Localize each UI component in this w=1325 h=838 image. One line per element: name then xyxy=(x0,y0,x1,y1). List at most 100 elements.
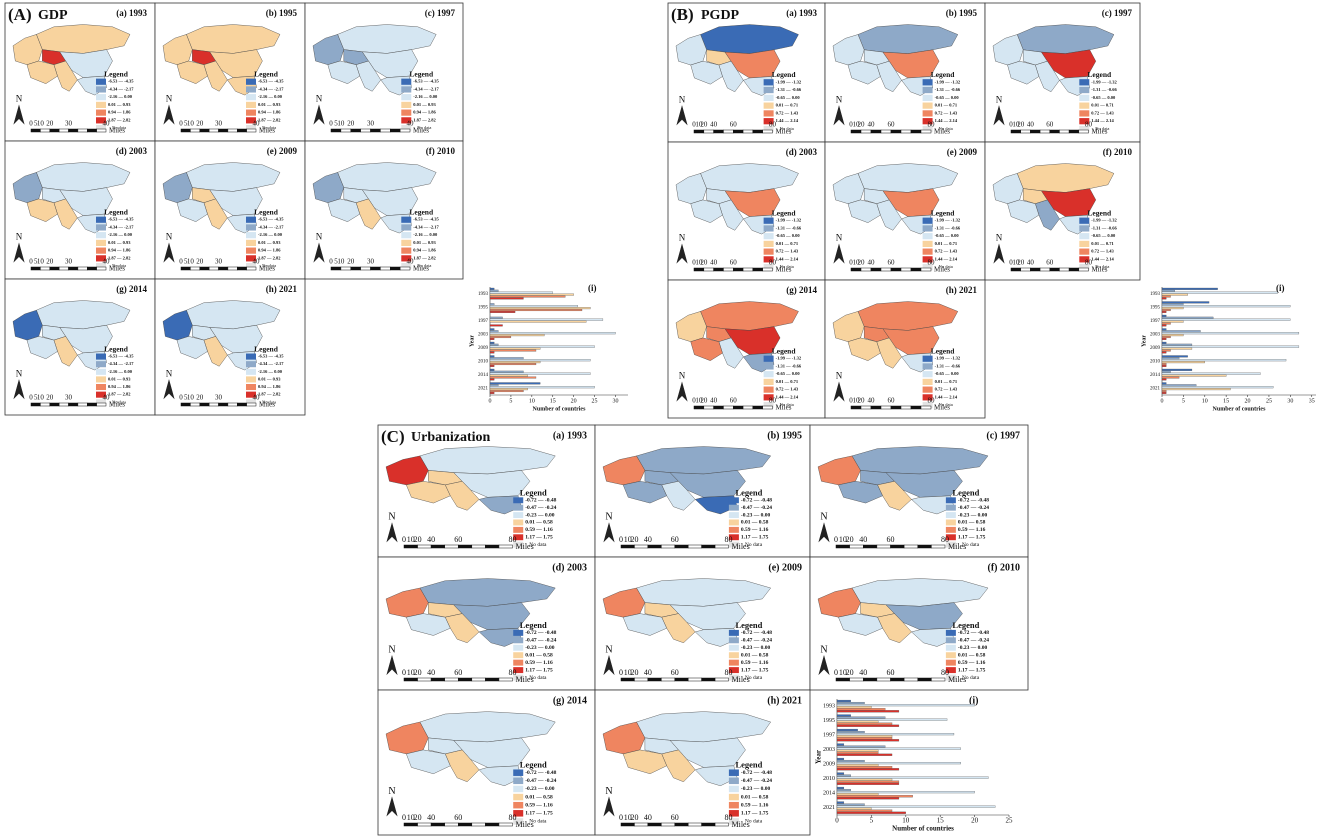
scale-label: 20 xyxy=(46,120,54,128)
bar xyxy=(836,699,851,703)
scale-label: 40 xyxy=(407,258,415,266)
bar xyxy=(836,747,961,750)
map-region xyxy=(675,311,707,342)
legend-label: -6.53 — -4.35 xyxy=(108,217,134,222)
scale-segment xyxy=(471,544,486,549)
legend-swatch xyxy=(401,86,412,93)
legend-swatch xyxy=(246,86,256,93)
scale-label: 80 xyxy=(1085,121,1093,129)
map-cell: (h) 2021 Legend-1.99 — -1.32 -1.31 — -0.66… xyxy=(824,279,986,419)
map-region xyxy=(327,198,361,222)
map-region xyxy=(1035,60,1060,93)
scale-segment xyxy=(620,544,635,549)
scale-label: 0 xyxy=(692,259,696,267)
legend-title: Legend xyxy=(772,208,797,217)
map-cell: (c) 1997 Legend-1.99 — -1.32 -1.31 — -0.66… xyxy=(984,2,1141,143)
scale-unit: Miles xyxy=(259,127,275,135)
scale-segment xyxy=(403,822,418,827)
map-region xyxy=(877,481,912,511)
map-region xyxy=(312,172,345,203)
scale-label: 40 xyxy=(253,120,261,128)
legend-label: -2.16 — 0.00 xyxy=(258,94,283,99)
legend-swatch xyxy=(96,255,106,262)
scale-segment xyxy=(498,822,513,827)
scale-label: 0 xyxy=(834,668,838,677)
map-cell: (d) 2003 Legend-1.99 — -1.32 -1.31 — -0.66… xyxy=(667,141,826,281)
scale-label: 0 xyxy=(329,120,333,128)
legend-swatch xyxy=(96,239,106,246)
legend-swatch xyxy=(945,667,956,674)
bar xyxy=(1161,334,1184,337)
legend-label: -0.65 — 0.00 xyxy=(776,233,801,238)
scale-label: 40 xyxy=(710,259,718,267)
legend-label: -0.72 — -0.48 xyxy=(741,630,772,636)
scale-label: 30 xyxy=(367,120,375,128)
map-region xyxy=(882,188,940,217)
scale-segment xyxy=(890,544,905,549)
y-tick-label: 2021 xyxy=(1150,386,1161,391)
scale-label: 10 xyxy=(853,259,861,267)
map-region xyxy=(59,324,113,354)
map-cell: (d) 2003 Legend-6.53 — -4.35 -4.34 — -2.17… xyxy=(4,140,156,280)
legend-label: 0.59 — 1.16 xyxy=(525,660,553,666)
scale-segment xyxy=(687,822,702,827)
map-region xyxy=(12,172,43,203)
legend-swatch xyxy=(513,793,524,801)
legend-swatch xyxy=(1079,125,1090,133)
north-arrow xyxy=(833,243,845,264)
legend-label: -0.47 — -0.24 xyxy=(741,505,772,511)
y-tick-label: 2021 xyxy=(478,386,489,391)
scale-segment xyxy=(910,405,922,410)
map-region xyxy=(59,49,113,78)
legend-swatch xyxy=(513,541,524,548)
scale-segment xyxy=(190,402,200,407)
scale-unit: Miles xyxy=(934,266,950,274)
legend-swatch xyxy=(922,248,933,255)
bar xyxy=(1161,291,1278,294)
legend-label: 1.87 — 2.82 xyxy=(413,255,436,260)
north-arrow xyxy=(833,105,845,126)
bar xyxy=(836,786,845,790)
scale-segment xyxy=(208,266,219,271)
scale-label: 0 xyxy=(834,535,838,544)
legend-swatch xyxy=(728,801,739,809)
bar xyxy=(1161,336,1171,339)
y-tick-label: 1995 xyxy=(1150,305,1161,310)
legend-label: -6.53 — -4.35 xyxy=(413,217,439,222)
scale-label: 10 xyxy=(187,394,195,402)
legend-swatch xyxy=(763,256,774,263)
scale-segment xyxy=(430,822,445,827)
scale-segment xyxy=(723,267,734,272)
bar xyxy=(836,753,893,756)
legend-label: 1.44 — 2.14 xyxy=(776,256,799,261)
bar xyxy=(1161,343,1193,346)
legend-label: -1.99 — -1.32 xyxy=(776,79,802,84)
map-region xyxy=(724,49,781,79)
scale-unit: Miles xyxy=(109,401,125,409)
scale-label: 60 xyxy=(888,259,896,267)
scale-segment xyxy=(1039,129,1050,134)
scale-segment xyxy=(370,128,381,133)
legend-label: -2.16 — 0.00 xyxy=(413,232,438,237)
bar xyxy=(836,801,845,804)
bar xyxy=(1161,345,1300,348)
scale-segment xyxy=(723,405,734,410)
bar xyxy=(489,341,495,344)
scale-label: 20 xyxy=(700,121,708,129)
legend-label: 0.59 — 1.16 xyxy=(958,527,986,533)
map-cell: (h) 2021 Legend-6.53 — -4.35 -4.34 — -2.17… xyxy=(154,278,306,416)
legend-label: -2.16 — 0.00 xyxy=(108,94,133,99)
map-region xyxy=(832,311,865,342)
bar xyxy=(836,782,900,785)
bar xyxy=(1161,301,1210,304)
legend-swatch xyxy=(1079,217,1090,224)
legend-swatch xyxy=(513,769,524,776)
legend-label: 0.72 — 1.43 xyxy=(776,110,799,115)
bar xyxy=(489,291,553,294)
scale-label: 30 xyxy=(215,258,223,266)
scale-segment xyxy=(380,128,391,133)
scale-unit: Miles xyxy=(776,266,792,274)
map-region xyxy=(406,749,451,775)
legend-swatch xyxy=(513,652,524,659)
legend-swatch xyxy=(922,110,933,117)
